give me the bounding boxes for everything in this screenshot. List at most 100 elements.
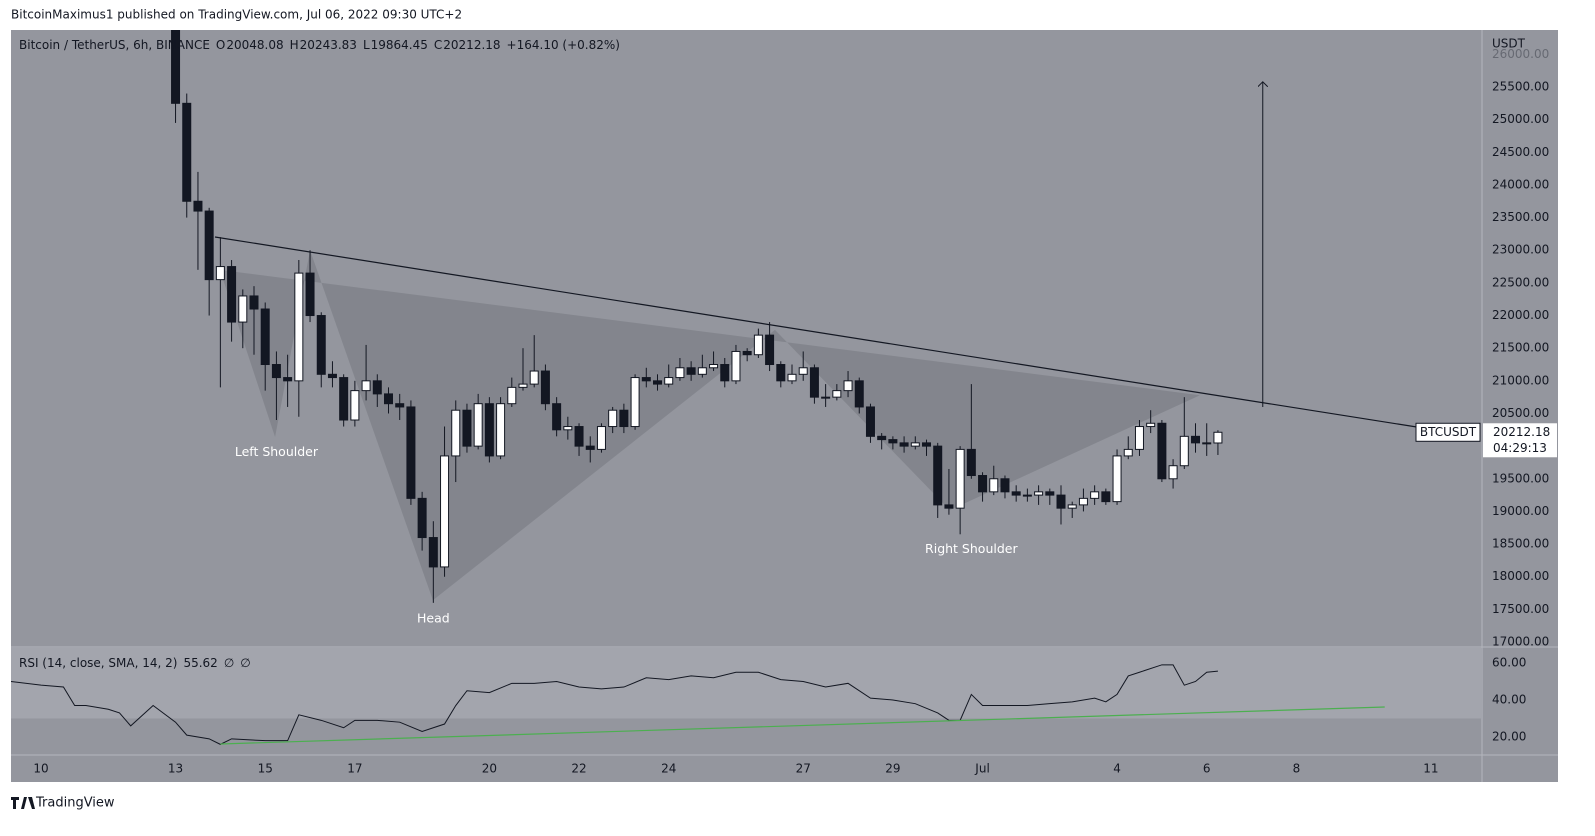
candle-body — [731, 350, 741, 382]
candle-body — [518, 383, 528, 388]
brand: TradingView — [35, 796, 115, 811]
attribution: BitcoinMaximus1 published on TradingView… — [11, 8, 462, 22]
candle-body — [540, 370, 550, 405]
y-tick-label: 24000.00 — [1492, 177, 1549, 191]
candle-body — [372, 380, 382, 395]
candle-body — [182, 102, 192, 202]
candle-body — [1101, 491, 1111, 503]
symbol-tag-text: BTCUSDT — [1420, 425, 1477, 439]
candle-body — [1000, 478, 1010, 493]
y-tick-label: 23000.00 — [1492, 243, 1549, 257]
candle-body — [1045, 491, 1055, 496]
symbol-title: Bitcoin / TetherUS, 6h, BINANCE — [19, 38, 210, 52]
ohlc-prefix: C — [433, 38, 443, 52]
candle-body — [417, 497, 427, 539]
x-tick-label: 20 — [482, 762, 497, 776]
y-tick-label: 60.00 — [1492, 655, 1526, 669]
candle-body — [653, 380, 663, 385]
candle-body — [384, 393, 394, 405]
candle-body — [1179, 435, 1189, 467]
candle-body — [350, 390, 360, 421]
candle-body — [641, 377, 651, 382]
candle-body — [709, 364, 719, 369]
candle-body — [428, 537, 438, 568]
candle-body — [1123, 448, 1133, 457]
price-axis-label: USDT — [1492, 37, 1526, 51]
y-tick-label: 18500.00 — [1492, 537, 1549, 551]
annotation: Right Shoulder — [925, 541, 1018, 556]
ohlc-prefix: L — [362, 38, 370, 52]
candle-body — [821, 396, 831, 399]
candle-body — [955, 448, 965, 509]
candle-body — [227, 266, 237, 323]
candle-body — [854, 380, 864, 408]
y-tick-label: 25000.00 — [1492, 112, 1549, 126]
y-tick-label: 21500.00 — [1492, 341, 1549, 355]
x-tick-label: 29 — [885, 762, 900, 776]
rsi-extra: ∅ — [223, 656, 235, 670]
candle-body — [1168, 465, 1178, 480]
x-tick-label: 24 — [661, 762, 676, 776]
candle-body — [361, 380, 371, 392]
y-tick-label: 17500.00 — [1492, 602, 1549, 616]
y-tick-label: 22500.00 — [1492, 275, 1549, 289]
candle-body — [260, 308, 270, 366]
rsi-value: 55.62 — [183, 656, 218, 670]
candle-body — [843, 380, 853, 392]
annotation: Head — [417, 611, 450, 626]
candle-body — [451, 409, 461, 457]
change: +164.10 (+0.82%) — [506, 38, 620, 52]
candle-body — [630, 377, 640, 428]
y-tick-label: 19000.00 — [1492, 504, 1549, 518]
rsi-line — [11, 664, 1218, 745]
rsi-pane — [11, 648, 1482, 745]
candle-body — [899, 442, 909, 447]
x-tick-label: 17 — [347, 762, 362, 776]
annotation: Left Shoulder — [235, 444, 319, 459]
candle-body — [910, 442, 920, 447]
y-tick-label: 19500.00 — [1492, 471, 1549, 485]
candle-body — [1202, 442, 1212, 445]
ohlc-value: 20048.08 — [226, 38, 284, 52]
x-tick-label: 11 — [1423, 762, 1438, 776]
candle-body — [753, 334, 763, 356]
candle-body — [966, 448, 976, 477]
candle-body — [574, 426, 584, 447]
x-tick-label: 10 — [33, 762, 48, 776]
candle-body — [585, 445, 595, 450]
candle-body — [473, 403, 483, 447]
candle-body — [238, 295, 248, 323]
ohlc-prefix: O — [215, 38, 226, 52]
x-tick-label: 6 — [1203, 762, 1211, 776]
axes: 10 13 15 17 20 22 24 27 29 Jul 4 6 8 11 17000.00 17500.… — [33, 47, 1557, 776]
candle-body — [440, 455, 450, 568]
candle-body — [787, 373, 797, 382]
candle-body — [339, 377, 349, 421]
ohlc-value: 20243.83 — [299, 38, 357, 52]
candle-body — [1056, 494, 1066, 509]
candle-body — [271, 364, 281, 379]
candle-body — [989, 478, 999, 493]
x-tick-label: 22 — [571, 762, 586, 776]
ohlc-prefix: H — [289, 38, 299, 52]
brand-logo — [11, 797, 35, 809]
x-tick-label: 8 — [1293, 762, 1301, 776]
candle-body — [1011, 491, 1021, 496]
y-tick-label: 23500.00 — [1492, 210, 1549, 224]
candle-body — [294, 272, 304, 382]
candle-body — [507, 386, 517, 405]
candle-body — [776, 364, 786, 382]
rsi-legend: RSI (14, close, SMA, 14, 2) 55.62 ∅ ∅ — [19, 656, 251, 670]
candle-body — [978, 475, 988, 493]
y-tick-label: 25500.00 — [1492, 80, 1549, 94]
pattern-shading — [219, 250, 1200, 601]
candle-body — [283, 377, 293, 382]
rsi-title: RSI (14, close, SMA, 14, 2) — [19, 656, 178, 670]
candle-body — [877, 435, 887, 441]
rsi-band — [11, 648, 1482, 719]
candle-body — [1112, 455, 1122, 503]
candle-body — [193, 200, 203, 212]
y-tick-label: 26000.00 — [1492, 47, 1549, 61]
candle-body — [496, 403, 506, 457]
y-tick-label: 17000.00 — [1492, 635, 1549, 649]
